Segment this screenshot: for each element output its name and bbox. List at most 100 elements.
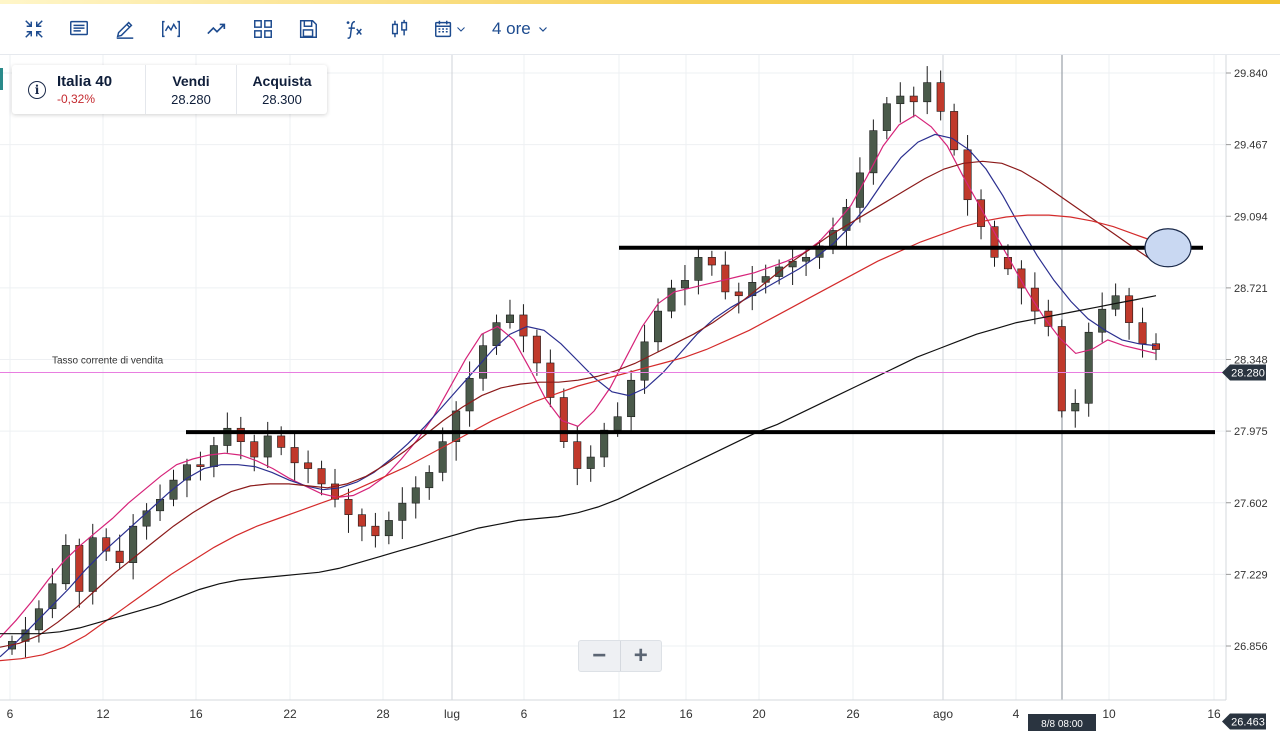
x-tick-label: 6 [521, 707, 528, 721]
candle-body [640, 341, 649, 381]
y-tick-label: 28.348 [1234, 355, 1268, 367]
x-tick-label: 16 [189, 707, 203, 721]
x-tick-label: 22 [283, 707, 297, 721]
low-marker-tag-bg [1222, 713, 1266, 730]
info-icon[interactable]: i [28, 80, 46, 99]
side-panel-tab[interactable] [0, 68, 3, 90]
candle-body [573, 441, 582, 469]
candle-body [667, 287, 676, 312]
layout-icon[interactable] [249, 15, 277, 43]
candle-body [990, 226, 999, 258]
candle-body [129, 525, 138, 563]
candle-body [438, 441, 447, 473]
x-tick-label: 4 [1013, 707, 1020, 721]
y-tick-label: 26.856 [1234, 641, 1268, 653]
interval-label: 4 ore [492, 19, 531, 38]
candle-body [869, 130, 878, 174]
candle-body [694, 257, 703, 281]
candle-body [479, 345, 488, 379]
y-tick-label: 29.094 [1234, 211, 1268, 223]
indicator-icon[interactable] [157, 15, 185, 43]
y-tick-label: 27.975 [1234, 426, 1268, 438]
candle-body [425, 472, 434, 489]
candle-body [371, 525, 380, 537]
zoom-in-button[interactable]: + [633, 642, 648, 669]
calendar-icon[interactable] [430, 15, 470, 43]
candle-body [290, 447, 299, 464]
x-tick-label: 16 [679, 707, 693, 721]
candle-body [331, 483, 340, 500]
candle-body [788, 260, 797, 268]
crosshair-label-bg [1028, 714, 1096, 731]
x-tick-label: lug [444, 707, 460, 721]
quote-panel: i Italia 40 -0,32% Vendi 28.280 Acquista… [12, 65, 327, 114]
instrument-cell: i Italia 40 -0,32% [12, 65, 146, 114]
zoom-out-button[interactable]: − [579, 641, 621, 671]
candle-body [627, 379, 636, 418]
y-tick-label: 28.721 [1234, 283, 1268, 295]
candle-body [304, 462, 313, 469]
moving-average-line [0, 214, 1157, 662]
candle-body [102, 537, 111, 552]
candle-icon[interactable] [386, 15, 414, 43]
x-tick-label: 10 [1102, 707, 1116, 721]
x-tick-label: 16 [1207, 707, 1221, 721]
buy-button[interactable]: Acquista 28.300 [237, 65, 327, 114]
moving-average-line [0, 295, 1157, 635]
x-tick-label: 28 [376, 707, 390, 721]
brand-strip [0, 0, 1280, 4]
candle-body [923, 82, 932, 103]
x-tick-label: 12 [612, 707, 626, 721]
candle-body [411, 487, 420, 504]
trend-icon[interactable] [203, 15, 231, 43]
candle-body [909, 95, 918, 103]
current-rate-tag: 28.280 [1231, 368, 1265, 380]
candle-body [559, 397, 568, 442]
moving-average-line [0, 114, 1157, 639]
x-tick-label: 6 [7, 707, 14, 721]
candle-body [721, 264, 730, 293]
instrument-name: Italia 40 [57, 73, 113, 90]
candle-body [1057, 326, 1066, 412]
candle-body [452, 410, 461, 442]
x-tick-label: ago [933, 707, 953, 721]
candle-body [546, 362, 555, 398]
y-tick-label: 29.840 [1234, 68, 1268, 80]
candle-body [802, 257, 811, 262]
x-tick-label: 12 [96, 707, 110, 721]
collapse-icon[interactable] [20, 15, 48, 43]
candle-body [263, 435, 272, 458]
candle-body [680, 280, 689, 289]
candle-body [896, 95, 905, 105]
candle-body [169, 479, 178, 500]
function-icon[interactable] [340, 15, 368, 43]
y-tick-label: 27.602 [1234, 498, 1268, 510]
y-tick-label: 27.229 [1234, 569, 1268, 581]
candle-body [236, 427, 245, 442]
candle-body [75, 545, 84, 592]
candle-body [61, 545, 70, 585]
candle-body [223, 427, 232, 446]
candle-body [654, 310, 663, 343]
candle-body [48, 583, 57, 610]
candle-body [1017, 268, 1026, 289]
sell-button[interactable]: Vendi 28.280 [146, 65, 237, 114]
save-icon[interactable] [294, 15, 322, 43]
candle-body [156, 498, 165, 512]
x-tick-label: 20 [752, 707, 766, 721]
candle-body [1138, 322, 1147, 345]
candle-body [761, 276, 770, 283]
candle-body [384, 520, 393, 537]
candle-body [613, 416, 622, 431]
candle-body [1151, 343, 1161, 350]
chart-toolbar: 4 ore [0, 4, 1280, 55]
interval-selector[interactable]: 4 ore [492, 19, 549, 39]
draw-icon[interactable] [111, 15, 139, 43]
current-rate-tag-bg [1222, 364, 1266, 381]
candle-body [734, 291, 743, 297]
candle-body [357, 514, 366, 527]
current-rate-label: Tasso corrente di vendita [52, 356, 164, 367]
news-icon[interactable] [65, 15, 93, 43]
candle-body [250, 441, 259, 458]
